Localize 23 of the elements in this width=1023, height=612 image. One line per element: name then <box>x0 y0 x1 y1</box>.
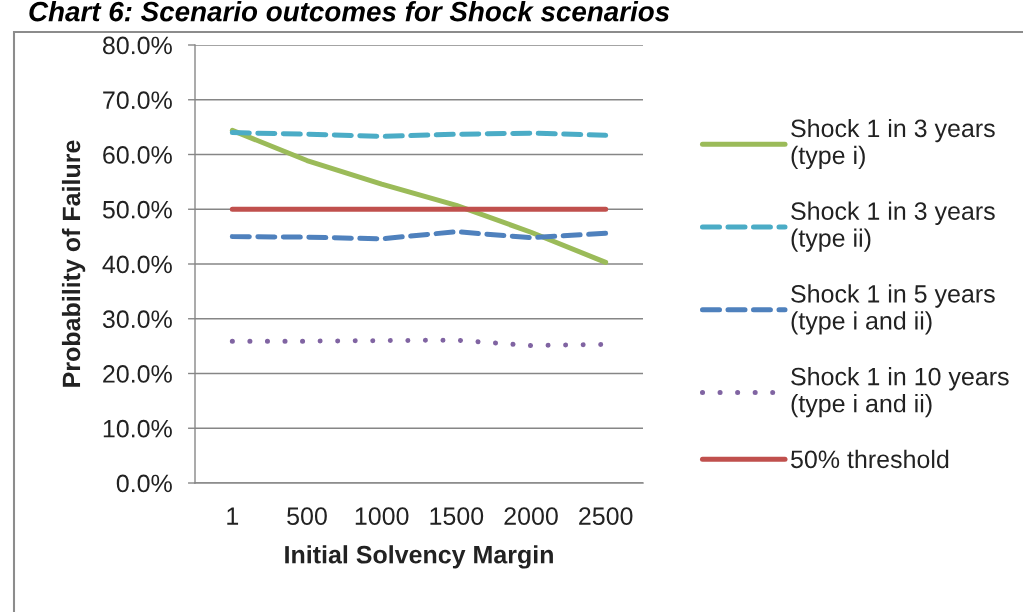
legend-label: Shock 1 in 10 years (type i and ii) <box>791 367 1009 418</box>
x-tick-label: 500 <box>287 507 327 525</box>
x-tick-label: 2500 <box>579 507 633 525</box>
legend-label: 50% threshold <box>791 449 949 469</box>
y-tick-label: 80.0% <box>102 36 172 55</box>
y-tick-label: 10.0% <box>103 419 172 438</box>
x-tick-label: 1500 <box>430 507 484 525</box>
y-axis-title: Probability of Failure <box>61 140 86 387</box>
legend-label: Shock 1 in 3 years (type i) <box>791 118 995 170</box>
y-tick-label: 70.0% <box>103 91 172 110</box>
x-tick-label: 1000 <box>355 507 409 525</box>
legend-label: Shock 1 in 3 years (type ii) <box>791 201 995 252</box>
y-tick-label: 30.0% <box>102 310 172 329</box>
y-tick-label: 0.0% <box>116 474 172 493</box>
x-axis-title: Initial Solvency Margin <box>285 545 553 569</box>
y-tick-label: 40.0% <box>102 255 172 274</box>
chart-title: Chart 6: Scenario outcomes for Shock scenarios <box>29 1 670 22</box>
x-tick-label: 1 <box>227 507 239 525</box>
x-tick-label: 2000 <box>504 507 558 525</box>
y-tick-label: 50.0% <box>102 200 172 219</box>
y-tick-label: 20.0% <box>103 365 172 383</box>
legend-label: Shock 1 in 5 years (type i and ii) <box>791 284 995 335</box>
y-tick-label: 60.0% <box>103 146 172 164</box>
